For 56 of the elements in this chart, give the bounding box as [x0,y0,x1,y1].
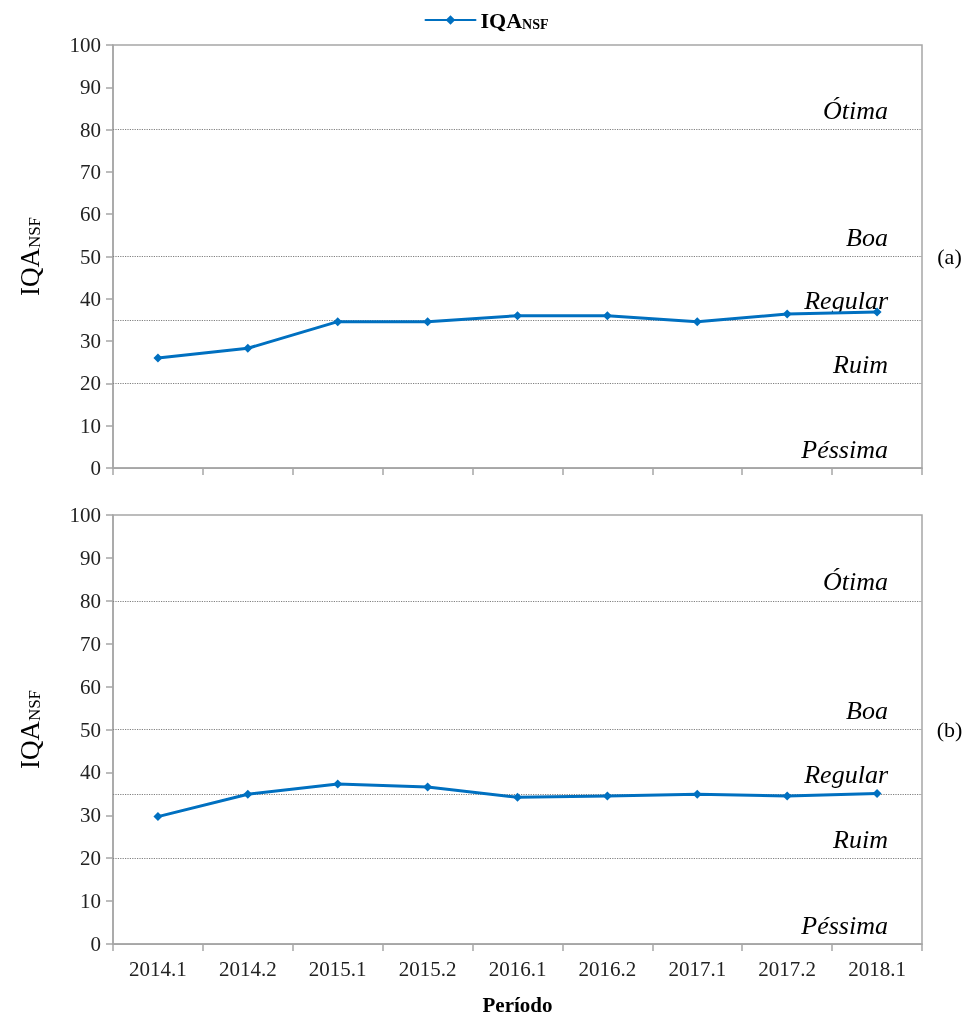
ref-line-label: Boa [846,223,888,252]
y-tick-label: 0 [90,456,101,480]
ref-line-label: Boa [846,696,888,725]
y-tick-label: 50 [80,717,101,742]
point [513,311,522,321]
y-axis-title: IQANSF [14,216,45,297]
x-axis-title: Período [482,992,553,1017]
y-tick-label: 0 [90,932,101,956]
y-tick-label: 20 [80,846,101,871]
y-tick-label: 40 [80,760,101,785]
y-tick-label: 60 [80,674,101,699]
y-tick-label: 80 [80,588,101,613]
y-tick-label: 100 [69,503,101,527]
x-tick-label: 2014.1 [129,956,187,981]
y-tick-label: 10 [80,889,101,914]
ref-line-label: Péssima [800,434,888,464]
point [243,789,253,799]
y-tick-label: 70 [80,631,101,656]
y-tick-label: 80 [80,117,101,142]
y-tick-label: 90 [80,75,101,100]
y-tick-label: 20 [80,371,101,396]
point [513,792,522,802]
ref-line-label: Péssima [800,910,888,940]
x-tick-label: 2016.2 [578,956,637,981]
y-tick-label: 50 [80,244,101,269]
point [153,812,163,822]
point [243,343,253,353]
ref-line-label: Ruim [832,349,888,379]
legend-label: IQANSF [480,7,549,33]
ref-line-label: Ruim [832,824,888,854]
x-tick-label: 2017.1 [668,956,727,981]
x-tick-label: 2015.1 [308,956,367,981]
ref-line-label: Ótima [823,567,888,597]
x-tick-label: 2015.2 [398,956,457,981]
y-tick-label: 10 [80,413,101,438]
y-tick-label: 30 [80,803,101,828]
x-tick-label: 2018.1 [848,956,906,981]
point [782,309,792,319]
point [872,788,882,798]
point [782,791,792,801]
ref-line-label: Regular [803,286,889,316]
y-tick-label: 40 [80,286,101,311]
ref-line-label: Ótima [823,96,888,126]
text: (a) [937,244,962,269]
x-tick-label: 2016.1 [488,956,547,981]
point [153,353,163,363]
x-tick-label: 2014.2 [218,956,277,981]
y-tick-label: 30 [80,329,101,354]
text: (b) [936,717,963,742]
y-tick-label: 90 [80,545,101,570]
x-tick-label: 2017.2 [758,956,817,981]
y-axis-title: IQANSF [14,689,45,770]
ref-line-label: Regular [803,760,889,790]
y-tick-label: 100 [69,33,101,57]
y-tick-label: 60 [80,202,101,227]
y-tick-label: 70 [80,159,101,184]
